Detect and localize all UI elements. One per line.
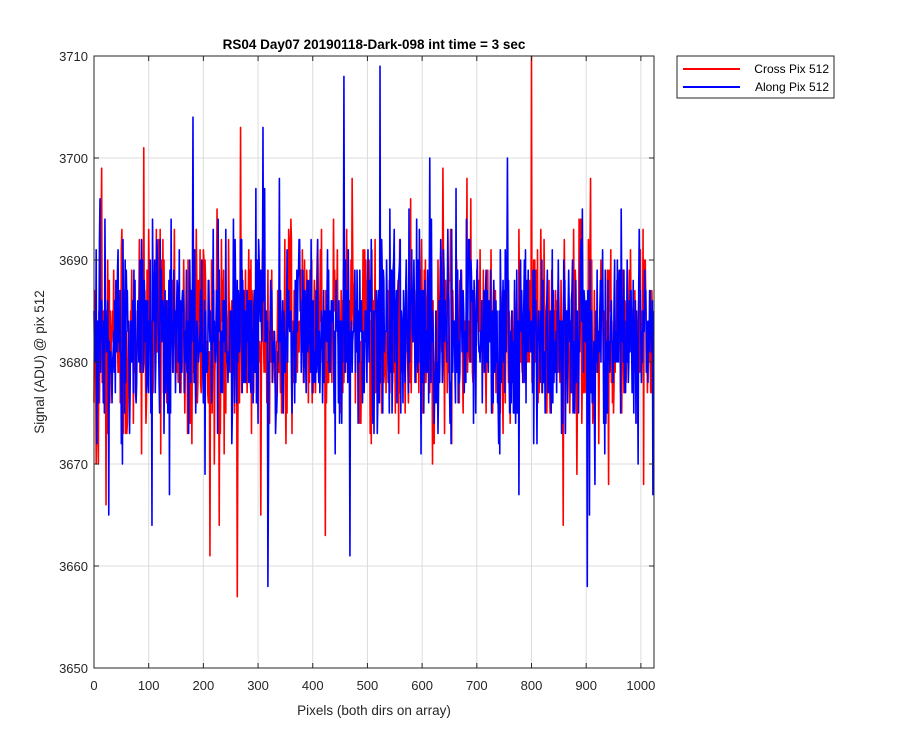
legend-box bbox=[676, 55, 835, 99]
x-tick-label: 800 bbox=[521, 678, 543, 693]
legend: Cross Pix 512 Along Pix 512 bbox=[676, 55, 835, 99]
y-axis-title: Signal (ADU) @ pix 512 bbox=[32, 290, 47, 434]
y-tick-label: 3700 bbox=[59, 151, 88, 166]
y-tick-label: 3710 bbox=[59, 49, 88, 64]
x-tick-label: 400 bbox=[302, 678, 324, 693]
x-tick-label: 0 bbox=[90, 678, 97, 693]
axis-ticks: 0 100 200 300 400 500 600 700 800 900 1000 3650 3660… bbox=[59, 49, 655, 693]
y-tick-label: 3660 bbox=[59, 559, 88, 574]
x-tick-label: 300 bbox=[247, 678, 269, 693]
y-tick-label: 3690 bbox=[59, 253, 88, 268]
y-tick-label: 3680 bbox=[59, 355, 88, 370]
x-tick-label: 1000 bbox=[626, 678, 655, 693]
x-tick-label: 500 bbox=[357, 678, 379, 693]
chart-title: RS04 Day07 20190118-Dark-098 int time = … bbox=[223, 37, 526, 52]
y-tick-label: 3670 bbox=[59, 457, 88, 472]
legend-label-along: Along Pix 512 bbox=[755, 80, 829, 94]
x-tick-label: 200 bbox=[193, 678, 215, 693]
series-line-1 bbox=[93, 65, 655, 588]
series-lines bbox=[93, 55, 655, 598]
x-tick-label: 600 bbox=[411, 678, 433, 693]
legend-label-cross: Cross Pix 512 bbox=[754, 62, 829, 76]
x-tick-label: 100 bbox=[138, 678, 160, 693]
x-axis-title: Pixels (both dirs on array) bbox=[297, 703, 451, 718]
y-tick-label: 3650 bbox=[59, 661, 88, 676]
x-tick-label: 900 bbox=[575, 678, 597, 693]
x-tick-label: 700 bbox=[466, 678, 488, 693]
